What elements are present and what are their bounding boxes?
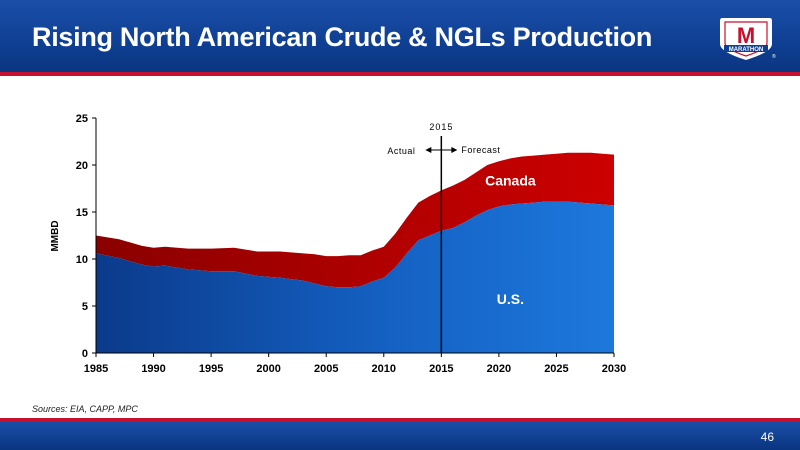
x-tick-label: 2005: [314, 363, 338, 375]
x-tick-label: 2015: [429, 363, 453, 375]
y-tick-label: 25: [76, 113, 88, 125]
marker-arrow: [425, 147, 458, 153]
footer-accent-line: [0, 418, 800, 421]
series-label-us: U.S.: [497, 291, 524, 307]
logo-registered: ®: [772, 53, 776, 60]
x-tick-label: 2020: [487, 363, 511, 375]
slide-header: [0, 0, 800, 72]
y-axis: 0 5 10 15 20 25: [76, 113, 97, 360]
marker-label: 2015: [429, 122, 453, 132]
x-tick-label: 1995: [199, 363, 223, 375]
x-tick-label: 1985: [84, 363, 108, 375]
x-tick-label: 2010: [372, 363, 396, 375]
series-label-canada: Canada: [485, 173, 536, 189]
logo-text: MARATHON: [729, 47, 764, 53]
y-tick-label: 0: [82, 348, 88, 360]
y-tick-label: 5: [82, 301, 88, 313]
y-axis-label: MMBD: [50, 220, 61, 251]
x-tick-label: 2000: [256, 363, 280, 375]
page-number: 46: [760, 430, 774, 444]
x-tick-label: 2025: [544, 363, 568, 375]
area-canada: [96, 152, 614, 288]
sources-note: Sources: EIA, CAPP, MPC: [32, 404, 138, 414]
logo-mark: M: [737, 23, 755, 48]
x-tick-label: 1990: [141, 363, 165, 375]
plot-area: [96, 152, 614, 353]
slide-title: Rising North American Crude & NGLs Produ…: [32, 22, 653, 52]
y-tick-label: 15: [76, 207, 88, 219]
slide-footer: [0, 421, 800, 450]
marathon-logo: M MARATHON ®: [720, 18, 776, 60]
y-tick-label: 10: [76, 254, 88, 266]
actual-label: Actual: [387, 146, 415, 156]
x-axis: 1985 1990 1995 2000 2005 2010 2015 2020 2025 2030: [84, 352, 626, 375]
forecast-label: Forecast: [461, 145, 500, 155]
area-us: [96, 201, 614, 353]
y-tick-label: 20: [76, 160, 88, 172]
x-tick-label: 2030: [602, 363, 626, 375]
header-accent-line: [0, 72, 800, 76]
